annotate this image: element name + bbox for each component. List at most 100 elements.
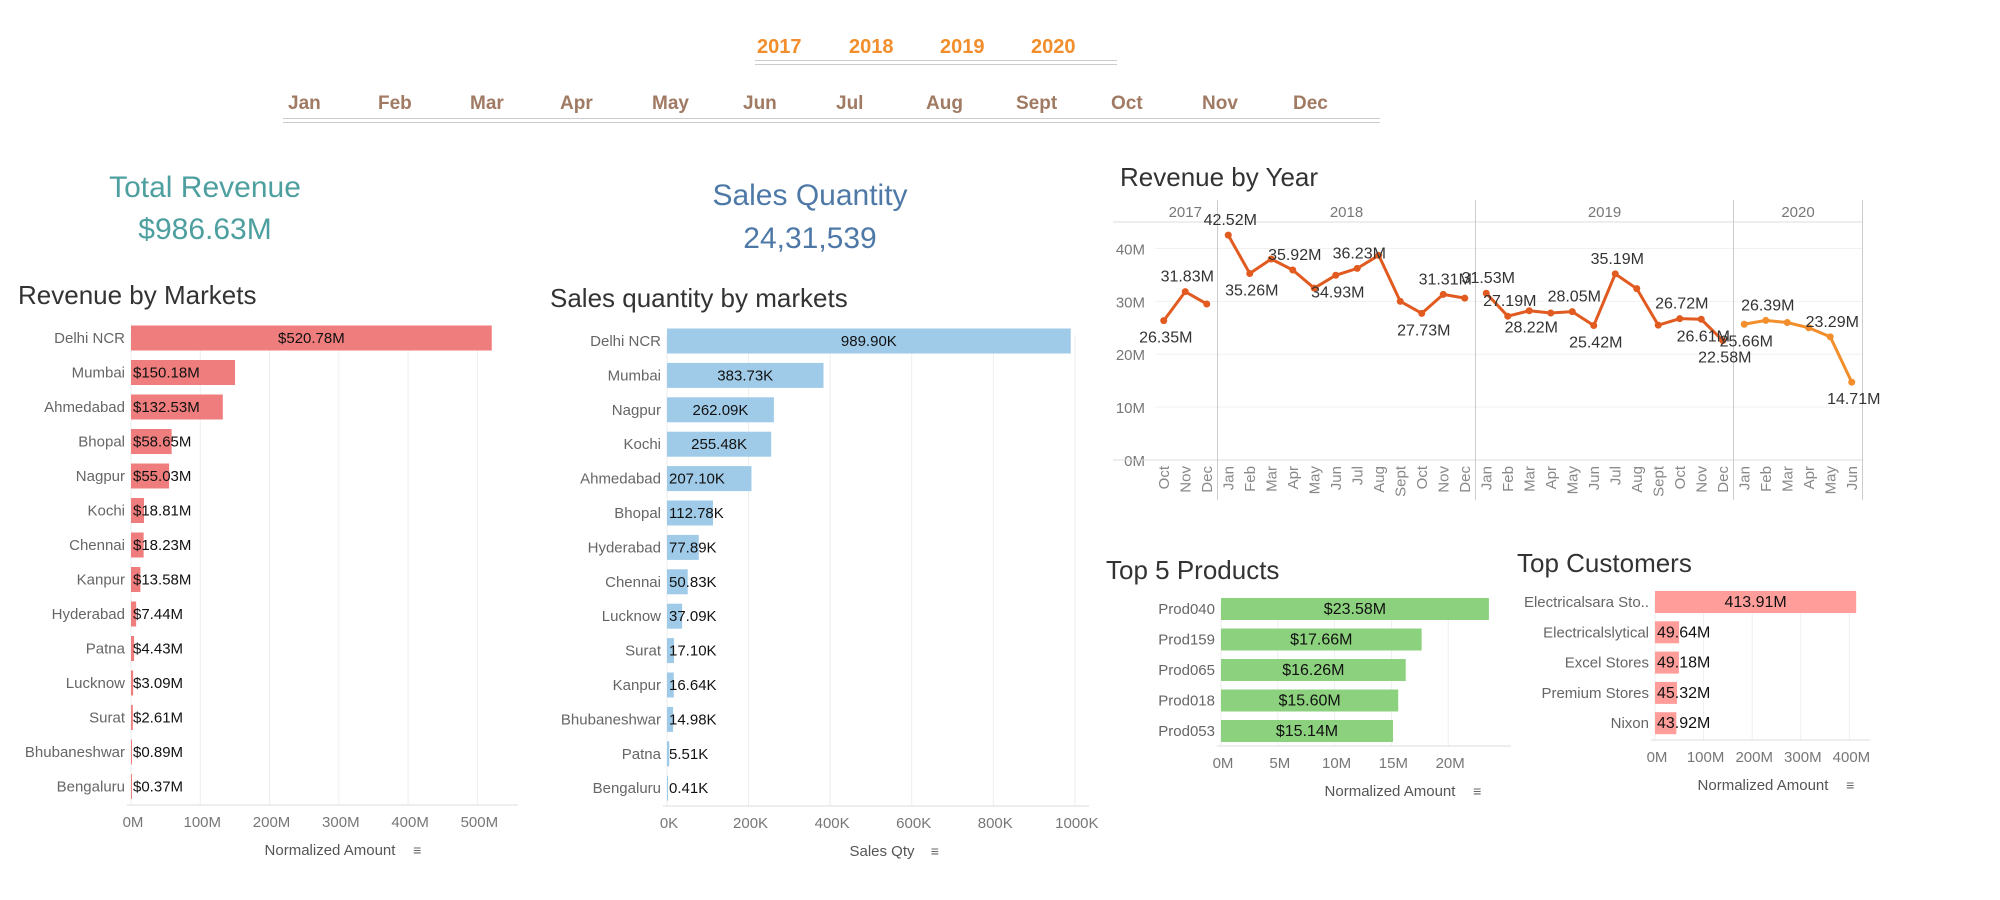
data-label: $13.58M: [133, 572, 191, 589]
data-label: $520.78M: [278, 330, 345, 347]
bar: [131, 636, 135, 661]
month-filter-jul[interactable]: Jul: [836, 93, 864, 114]
data-label: 34.93M: [1311, 284, 1364, 301]
data-point: [1160, 317, 1168, 325]
data-point: [1848, 378, 1856, 386]
bar: [667, 534, 699, 560]
bar: [667, 775, 668, 801]
data-label: $3.09M: [133, 675, 183, 692]
month-filter-jun[interactable]: Jun: [743, 93, 777, 114]
x-tick-label: 0M: [123, 814, 144, 831]
x-tick-label: 15M: [1379, 755, 1408, 772]
data-point: [1654, 321, 1662, 329]
category-label: Prod040: [1158, 601, 1215, 618]
bar: [131, 429, 172, 454]
year-filter-2019[interactable]: 2019: [940, 36, 985, 58]
data-point: [1246, 270, 1254, 278]
data-label: 262.09K: [693, 402, 749, 419]
data-label: 255.48K: [691, 436, 747, 453]
category-label: Kanpur: [613, 677, 661, 694]
month-filter-jan[interactable]: Jan: [288, 93, 321, 114]
month-label: Nov: [1177, 466, 1194, 493]
bar: [131, 567, 141, 592]
month-filter-mar[interactable]: Mar: [470, 93, 504, 114]
x-tick-label: 1000K: [1055, 815, 1098, 832]
month-label: Oct: [1672, 465, 1689, 489]
year-filter-2018[interactable]: 2018: [849, 36, 894, 58]
data-point: [1203, 300, 1211, 308]
category-label: Prod065: [1158, 662, 1215, 679]
bar: [1655, 651, 1679, 674]
data-label: $150.18M: [133, 365, 200, 382]
data-label: 413.91M: [1724, 594, 1786, 611]
month-label: Apr: [1801, 466, 1818, 489]
month-label: Oct: [1156, 465, 1173, 489]
month-filter-oct[interactable]: Oct: [1111, 93, 1143, 114]
category-label: Kochi: [87, 503, 125, 520]
bar: [1655, 712, 1677, 735]
data-label: 42.52M: [1204, 212, 1257, 229]
month-label: Dec: [1199, 466, 1216, 493]
x-tick-label: 0M: [1647, 749, 1668, 766]
month-label: Aug: [1629, 466, 1646, 493]
data-label: 23.29M: [1806, 314, 1859, 331]
data-point: [1783, 318, 1791, 326]
sales-quantity-value: 24,31,539: [743, 222, 877, 255]
data-label: $55.03M: [133, 468, 191, 485]
x-tick-label: 400M: [391, 814, 429, 831]
panel-year-label: 2019: [1588, 204, 1621, 221]
bar: [667, 706, 674, 732]
data-label: 49.18M: [1657, 655, 1710, 672]
data-label: 35.26M: [1225, 283, 1278, 300]
bar: [667, 569, 688, 595]
bar: [667, 328, 1071, 354]
revenue-line: [1226, 234, 1466, 316]
month-label: Dec: [1457, 466, 1474, 493]
month-filter-may[interactable]: May: [652, 93, 689, 114]
data-label: $16.26M: [1282, 662, 1344, 679]
sort-icon: ≡: [413, 842, 421, 858]
year-filter-2020[interactable]: 2020: [1031, 36, 1076, 58]
month-filter-feb[interactable]: Feb: [378, 93, 412, 114]
category-label: Bhopal: [78, 434, 125, 451]
category-label: Hyderabad: [588, 539, 661, 556]
month-filter-apr[interactable]: Apr: [560, 93, 593, 114]
month-label: Sept: [1650, 465, 1667, 497]
data-point: [1568, 308, 1576, 316]
top-customers-title: Top Customers: [1517, 548, 1692, 578]
category-label: Chennai: [69, 537, 125, 554]
bar: [131, 739, 132, 765]
category-label: Nixon: [1611, 715, 1649, 732]
data-point: [1805, 324, 1813, 332]
x-axis-title: Normalized Amount: [1698, 777, 1830, 794]
data-label: 25.42M: [1569, 335, 1622, 352]
bar: [131, 670, 134, 696]
category-label: Lucknow: [66, 675, 125, 692]
month-filter-dec[interactable]: Dec: [1293, 93, 1328, 114]
data-point: [1482, 289, 1490, 297]
month-filter-aug[interactable]: Aug: [926, 93, 963, 114]
bar: [667, 603, 683, 629]
y-tick-label: 10M: [1116, 400, 1145, 417]
bar: [131, 394, 223, 420]
data-point: [1267, 255, 1275, 263]
month-filter-divider: [283, 122, 1380, 123]
month-label: May: [1564, 466, 1581, 495]
bar: [131, 774, 132, 799]
data-label: 31.31M: [1419, 271, 1472, 288]
data-label: 35.19M: [1591, 251, 1644, 268]
data-point: [1418, 309, 1426, 317]
year-filter-2017[interactable]: 2017: [757, 36, 802, 58]
x-tick-label: 100M: [1687, 749, 1725, 766]
month-filter-sept[interactable]: Sept: [1016, 93, 1058, 114]
data-label: 35.92M: [1268, 247, 1321, 264]
category-label: Mumbai: [72, 365, 125, 382]
x-tick-label: 400M: [1833, 749, 1871, 766]
month-label: Jul: [1607, 466, 1624, 485]
bar: [667, 431, 772, 457]
bar: [131, 601, 137, 627]
month-filter-nov[interactable]: Nov: [1202, 93, 1238, 114]
sort-icon: ≡: [1473, 783, 1481, 799]
month-label: Jan: [1736, 466, 1753, 490]
